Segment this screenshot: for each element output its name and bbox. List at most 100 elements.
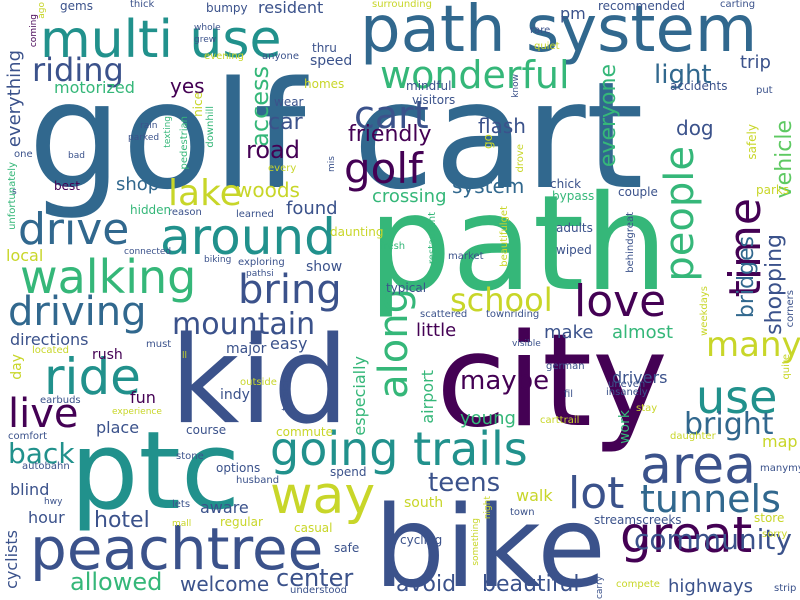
word-texting: texting [163, 116, 173, 148]
word-bad: bad [68, 151, 85, 161]
word-daunting: daunting [330, 225, 384, 239]
word-ride: ride [44, 348, 141, 406]
word-avoid: avoid [396, 572, 457, 597]
word-strip: strip [774, 583, 797, 594]
word-dog: dog [676, 116, 714, 140]
word-driving: driving [8, 289, 147, 335]
word-parked: parked [128, 133, 160, 143]
word-many: many [706, 325, 800, 365]
word-light: light [654, 60, 712, 90]
word-lake: lake [168, 173, 242, 214]
word-experience: experience [112, 407, 162, 417]
word-quiet: quiet [534, 41, 560, 52]
word-speed: speed [310, 53, 353, 69]
word-beautifulget: beautifulget [499, 206, 510, 267]
word-bridges: bridges [734, 236, 759, 319]
word-directions: directions [10, 330, 89, 349]
word-stay: stay [636, 403, 658, 414]
word-make: make [544, 322, 594, 343]
word-scattered: scattered [420, 309, 468, 320]
word-peachtree: peachtree [30, 515, 324, 583]
word-almost: almost [612, 322, 674, 343]
word-go: go [481, 134, 495, 149]
word-flash: flash [478, 114, 526, 138]
word-night: night [483, 496, 493, 520]
word-day: day [9, 354, 25, 380]
word-manymy: manymy [760, 463, 800, 474]
word-townriding: townriding [486, 309, 540, 320]
word-golf: golf [344, 144, 423, 193]
word-gems: gems [60, 0, 93, 13]
word-great: great [620, 506, 753, 564]
word-going-trails: going trails [270, 422, 528, 476]
word-motorized: motorized [54, 78, 135, 97]
word-downhill: downhill [205, 106, 216, 148]
word-must: must [146, 339, 172, 350]
word-ll: ll [182, 351, 188, 361]
word-insanely: insanely [606, 387, 648, 398]
word-reason: reason [168, 207, 202, 218]
word-lot: lot [568, 468, 625, 519]
word-accidents: accidents [670, 79, 728, 93]
word-map: map [762, 432, 798, 451]
word-course: course [186, 423, 227, 437]
word-wonderful: wonderful [380, 53, 570, 97]
word-indy: indy [220, 387, 250, 403]
word-takelong: takelong [281, 372, 291, 411]
word-road: road [246, 136, 300, 164]
word-wear: wear [274, 95, 304, 109]
word-market: market [448, 251, 484, 262]
word-car: car [268, 110, 303, 135]
word-bypass: bypass [552, 189, 595, 203]
word-outside: outside [240, 377, 277, 388]
word-restaurant: restaurant [427, 212, 438, 265]
word-carry: carry [595, 576, 605, 600]
word-access: access [246, 66, 274, 147]
word-evening: evening [204, 51, 245, 62]
word-major: major [226, 341, 267, 357]
word-know: know [511, 74, 521, 98]
word-around: around [160, 208, 336, 266]
word-couple: couple [618, 185, 658, 199]
word-system: system [452, 174, 525, 198]
word-rush: rush [92, 347, 123, 363]
word-bumpy: bumpy [206, 1, 248, 15]
word-resident: resident [258, 0, 324, 17]
word-connected: connected [124, 247, 172, 257]
word-thick: thick [130, 0, 155, 10]
word-store: store [754, 511, 785, 525]
word-back: back [8, 437, 75, 470]
word-something: something [471, 518, 481, 566]
word-recommended: recommended [598, 0, 685, 13]
word-community: community [634, 523, 792, 556]
word-easy: easy [270, 334, 308, 353]
word-school: school [450, 281, 553, 319]
word-understood: understood [290, 585, 348, 596]
word-ptc: ptc [70, 409, 241, 534]
word-show: show [306, 259, 343, 275]
word-hour: hour [28, 508, 65, 527]
word-drivers: drivers [612, 368, 668, 387]
word-path-system: path system [360, 0, 758, 67]
word-path: path [368, 167, 669, 321]
word-hotel: hotel [94, 508, 150, 533]
word-work: work [617, 410, 633, 444]
word-grew: grew [194, 35, 217, 45]
word-bike: bike [374, 483, 606, 600]
word-biking: biking [204, 255, 232, 265]
word-kid: kid [170, 312, 350, 451]
word-live: live [8, 391, 79, 437]
word-s: s [12, 187, 17, 197]
word-carttrail: carttrail [540, 415, 580, 426]
word-center: center [276, 564, 354, 592]
word-stone: stone [176, 451, 204, 462]
word-drive: drive [18, 204, 130, 255]
word-hidden: hidden [130, 203, 172, 217]
word-everything: everything [4, 50, 25, 148]
word-highways: highways [668, 576, 754, 597]
word-area: area [640, 436, 756, 496]
word-tunnels: tunnels [640, 477, 781, 521]
word-place: place [96, 418, 140, 437]
word-pedestrian: pedestrian [179, 116, 190, 170]
word-yes: yes [170, 74, 205, 98]
